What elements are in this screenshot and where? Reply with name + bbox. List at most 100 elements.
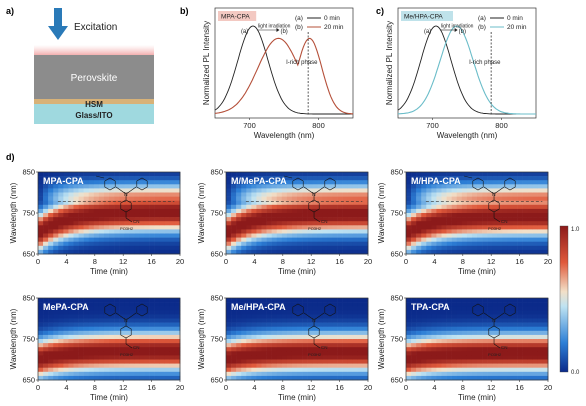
heatmap-cell (362, 367, 369, 373)
heatmap-cell (251, 172, 257, 177)
heatmap-cell (109, 355, 115, 360)
heatmap-cell (83, 225, 90, 230)
heatmap-cell (48, 318, 54, 323)
heatmap-cell (532, 176, 539, 181)
heatmap-cell (231, 241, 237, 247)
heatmap-cell (119, 367, 125, 373)
heatmap-cell (297, 241, 303, 247)
heatmap-cell (532, 351, 539, 356)
heatmap-cell (103, 245, 110, 251)
heatmap-cell (251, 306, 257, 311)
heatmap-cell (406, 310, 412, 315)
heatmap-cell (78, 322, 84, 327)
heatmap-cell (482, 298, 488, 303)
heatmap-cell (342, 192, 349, 197)
heatmap-cell (522, 314, 529, 319)
heatmap-cell (426, 306, 432, 311)
heatmap-cell (352, 363, 359, 368)
heatmap-cell (63, 310, 69, 315)
heatmap-cell (78, 298, 84, 303)
heatmap-cell (164, 371, 171, 377)
heatmap-cell (477, 241, 483, 247)
heatmap-cell (302, 347, 308, 352)
heatmap-cell (527, 355, 534, 360)
heatmap-cell (411, 200, 417, 206)
heatmap-cell (446, 367, 452, 373)
heatmap-cell (68, 192, 74, 197)
heatmap-cell (53, 176, 59, 181)
heatmap-cell (231, 221, 237, 226)
heatmap-cell (362, 351, 369, 356)
heatmap-cell (139, 213, 145, 218)
heatmap-cell (347, 351, 354, 356)
heatmap-cell (174, 192, 181, 197)
heatmap-cell (266, 176, 272, 181)
heatmap-cell (522, 213, 529, 218)
heatmap-cell (517, 172, 523, 177)
heatmap-cell (98, 188, 105, 193)
heatmap-cell (281, 375, 288, 381)
heatmap-cell (307, 241, 313, 247)
heatmap-cell (139, 355, 145, 360)
heatmap-cell (231, 188, 237, 193)
heatmap-cell (357, 347, 364, 352)
heatmap-cell (174, 339, 181, 344)
heatmap-cell (322, 298, 328, 303)
heatmap-cell (78, 310, 84, 315)
heatmap-cell (497, 249, 503, 255)
heatmap-cell (436, 363, 442, 368)
heatmap-cell (149, 367, 155, 373)
heatmap-cell (266, 355, 272, 360)
y-axis-label: Wavelength (nm) (197, 182, 206, 243)
heatmap-cell (149, 208, 155, 214)
heatmap-cell (411, 306, 417, 311)
heatmap-cell (109, 330, 115, 336)
heatmap-cell (312, 176, 318, 181)
heatmap-cell (241, 334, 247, 340)
heatmap-cell (43, 343, 49, 348)
heatmap-cell (103, 367, 110, 373)
heatmap-cell (73, 184, 79, 189)
heatmap-cell (431, 241, 437, 247)
heatmap-cell (466, 318, 473, 323)
heatmap-cell (119, 241, 125, 247)
heatmap-cell (43, 367, 49, 373)
heatmap-cell (446, 233, 452, 238)
heatmap-cell (542, 355, 549, 360)
heatmap-cell (517, 241, 523, 247)
heatmap-cell (357, 188, 364, 193)
heatmap-cell (88, 229, 95, 234)
heatmap-cell (114, 330, 120, 336)
heatmap-cell (337, 375, 343, 381)
heatmap-cell (357, 363, 364, 368)
heatmap-cell (149, 314, 155, 319)
heatmap-cell (119, 347, 125, 352)
heatmap-cell (174, 367, 181, 373)
heatmap-cell (332, 204, 338, 210)
heatmap-cell (416, 184, 422, 189)
heatmap-cell (337, 334, 343, 340)
heatmap-cell (124, 375, 130, 381)
heatmap-cell (68, 298, 74, 303)
heatmap-cell (492, 225, 498, 230)
heatmap-cell (492, 245, 498, 251)
heatmap-cell (327, 196, 333, 201)
heatmap-cell (542, 213, 549, 218)
heatmap-cell (441, 359, 447, 364)
heatmap-cell (78, 196, 84, 201)
heatmap-cell (357, 306, 364, 311)
heatmap-cell (307, 343, 313, 348)
heatmap-cell (406, 334, 412, 340)
heatmap-cell (134, 371, 140, 377)
x-axis-label: Time (min) (278, 393, 316, 402)
heatmap-cell (362, 306, 369, 311)
heatmap-cell (421, 221, 427, 226)
heatmap-cell (332, 213, 338, 218)
heatmap-cell (73, 180, 79, 185)
heatmap-cell (302, 188, 308, 193)
heatmap-cell (416, 339, 422, 344)
heatmap-cell (451, 314, 458, 319)
heatmap-cell (154, 237, 161, 242)
heatmap-cell (124, 298, 130, 303)
molecule-n-atom: N (124, 318, 128, 324)
